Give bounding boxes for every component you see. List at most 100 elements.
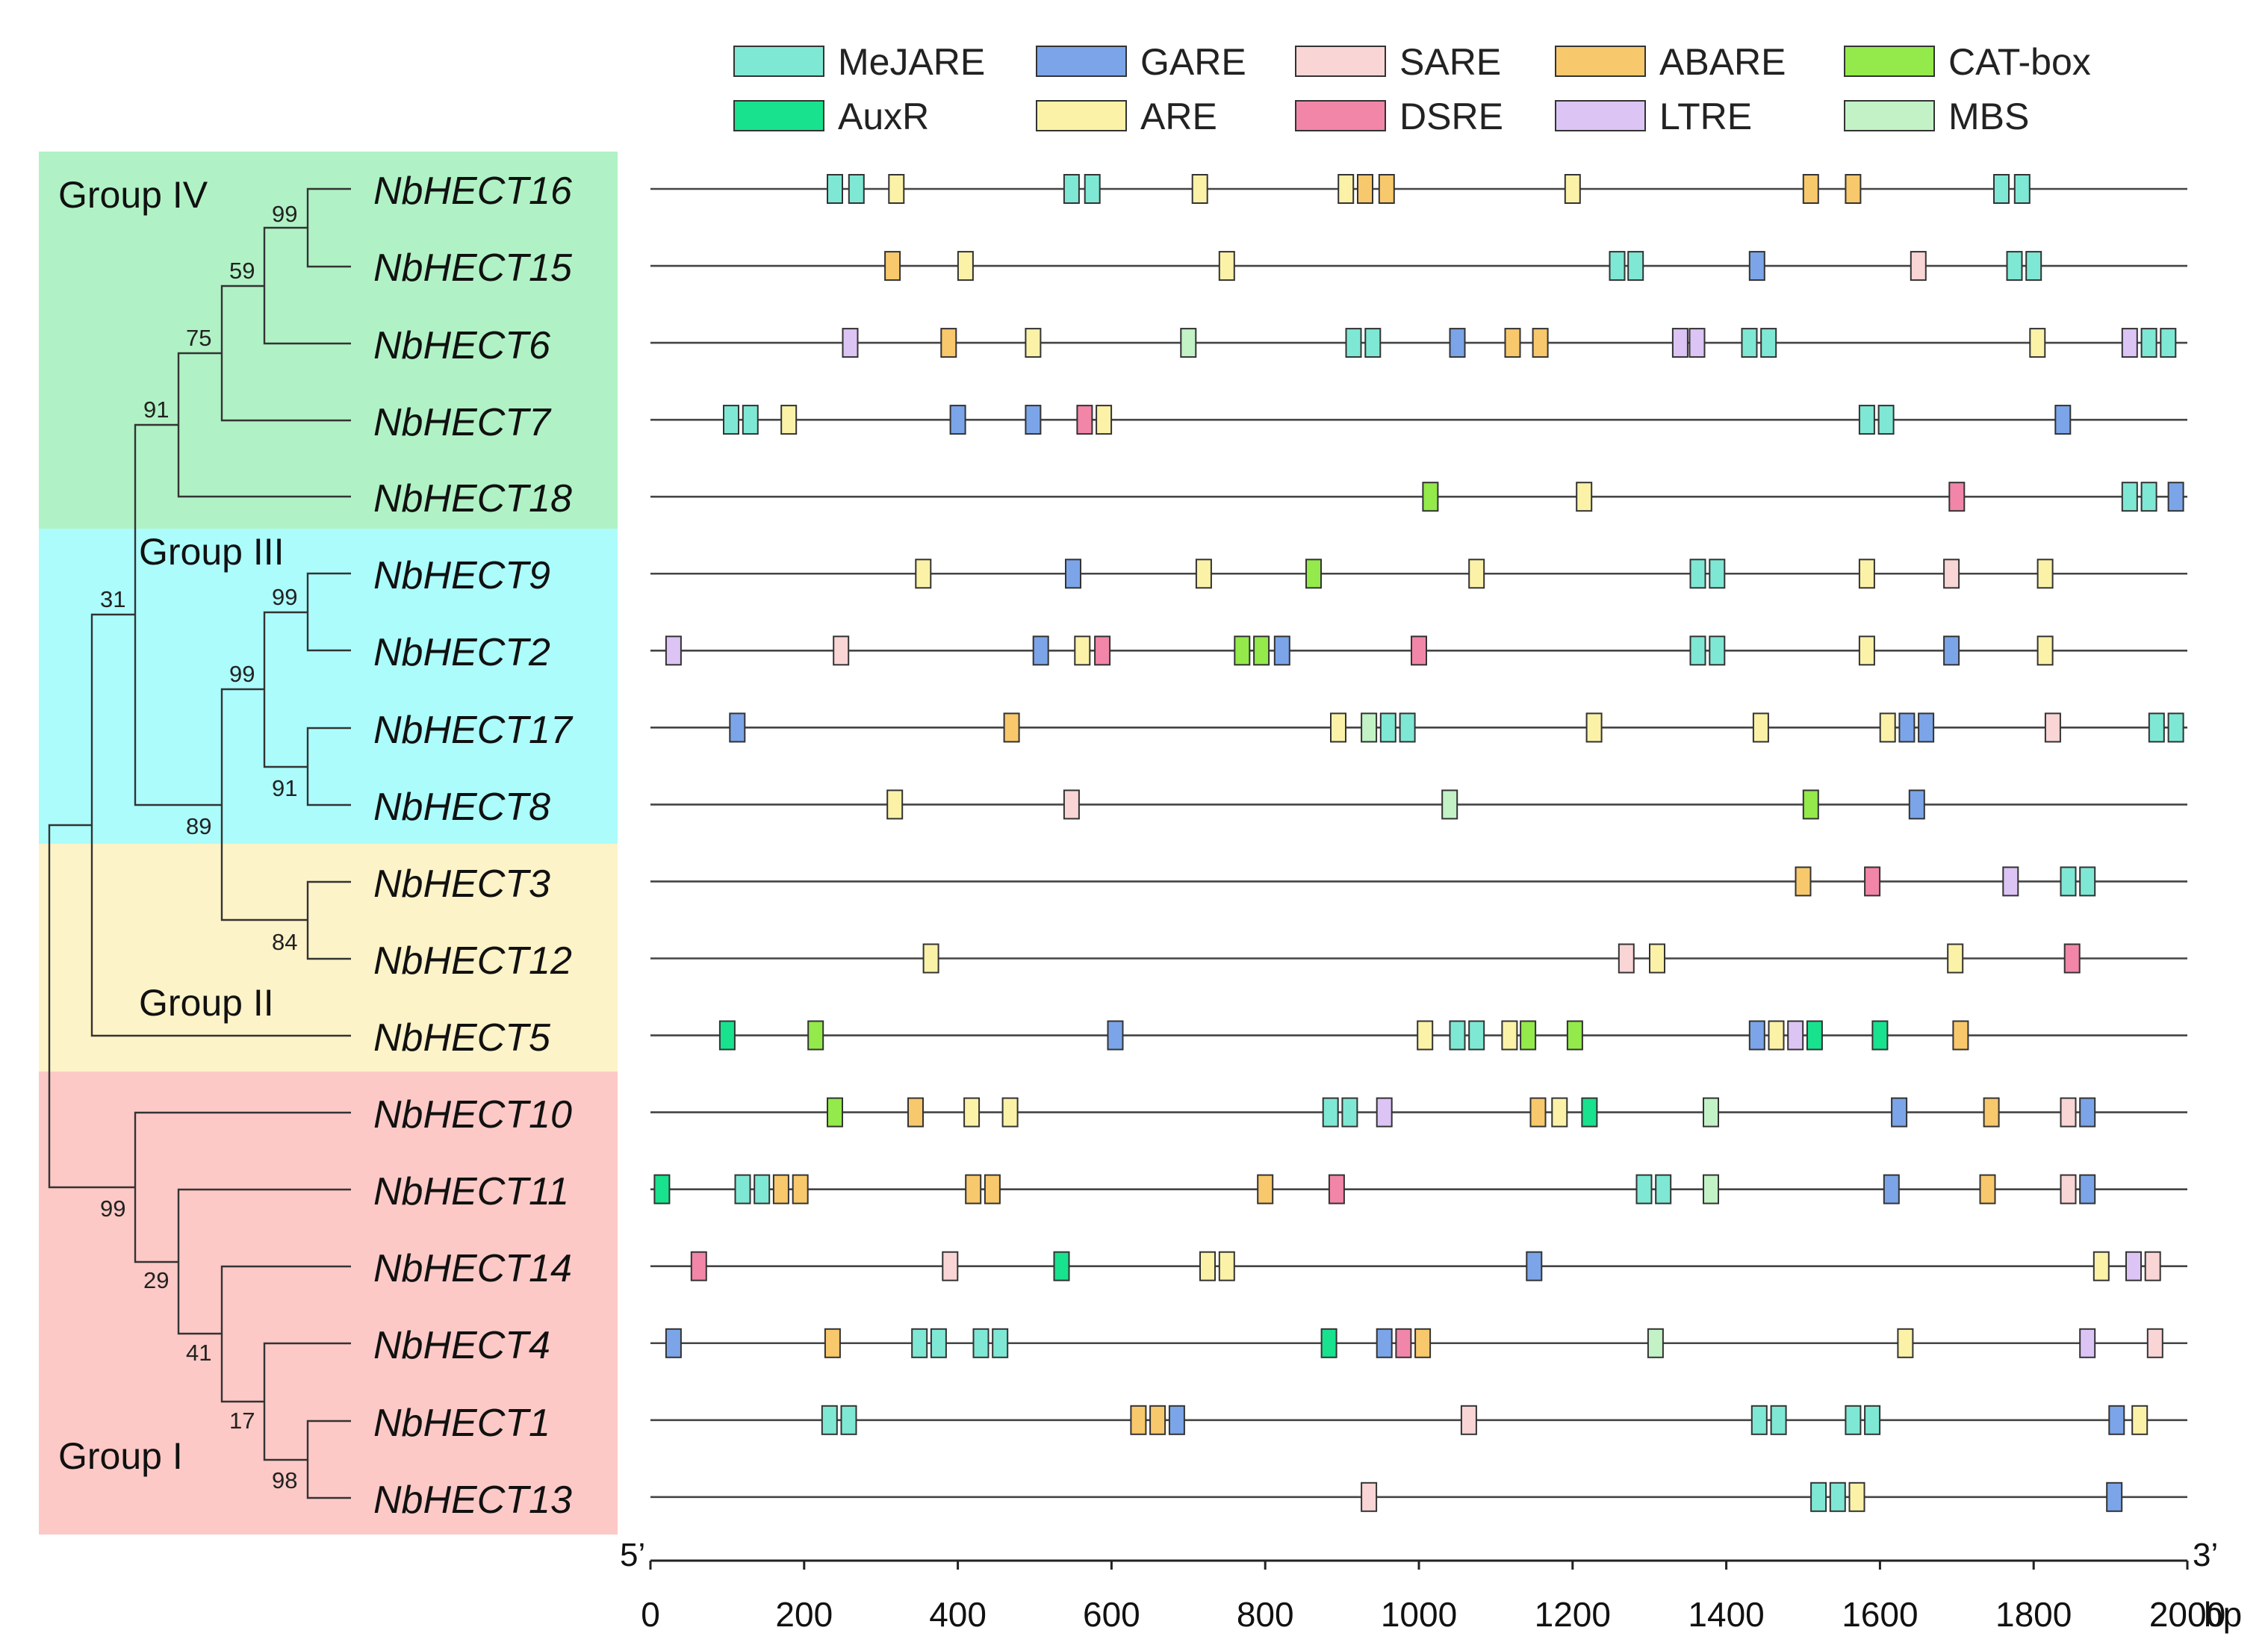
- cis-element-abare: [1257, 1174, 1274, 1204]
- cis-element-catbox: [1234, 635, 1251, 666]
- legend-label-abare: ABARE: [1659, 41, 1786, 83]
- cis-element-gare: [729, 712, 746, 743]
- cis-element-mejare: [1063, 174, 1080, 204]
- legend-swatch-sare: [1295, 46, 1386, 77]
- cis-element-auxr: [1871, 1020, 1889, 1051]
- cis-element-gare: [2108, 1405, 2125, 1435]
- legend-label-catbox: CAT-box: [1948, 41, 2091, 83]
- cis-element-ltre: [1376, 1097, 1393, 1128]
- legend-swatch-auxr: [733, 100, 824, 131]
- cis-element-ltre: [2121, 328, 2138, 358]
- legend-swatch-abare: [1555, 46, 1646, 77]
- cis-element-ltre: [1688, 328, 1706, 358]
- cis-element-abare: [1149, 1405, 1166, 1435]
- cis-element-dsre: [1864, 866, 1881, 897]
- cis-element-mejare: [1468, 1020, 1485, 1051]
- cis-element-gare: [2079, 1174, 2096, 1204]
- cis-element-abare: [965, 1174, 982, 1204]
- cis-element-are: [1768, 1020, 1785, 1051]
- x-axis-tick-label: 1200: [1535, 1595, 1611, 1634]
- cis-element-ltre: [2002, 866, 2019, 897]
- legend-label-mbs: MBS: [1948, 96, 2029, 137]
- group-iii-label: Group III: [139, 531, 285, 573]
- cis-element-are: [888, 174, 905, 204]
- cis-element-mejare: [1635, 1174, 1653, 1204]
- cis-element-mejare: [1364, 328, 1382, 358]
- cis-element-are: [1848, 1481, 1865, 1512]
- cis-element-mejare: [827, 174, 843, 204]
- axis-unit-label: bp: [2204, 1595, 2242, 1634]
- bootstrap-value: 84: [272, 929, 297, 955]
- gene-label: NbHECT14: [373, 1247, 572, 1290]
- legend-label-ltre: LTRE: [1659, 96, 1752, 137]
- cis-element-auxr: [718, 1020, 736, 1051]
- cis-element-gare: [1025, 405, 1042, 435]
- gene-label: NbHECT5: [373, 1016, 551, 1060]
- x-axis: 5’ 3’ bp 0 200 400 600 800 1000 1200 1400 1600 18…: [620, 1537, 2242, 1634]
- gene-label: NbHECT6: [373, 324, 550, 367]
- bootstrap-value: 41: [186, 1340, 211, 1366]
- cis-element-auxr: [1806, 1020, 1823, 1051]
- cis-element-mejare: [1627, 251, 1644, 282]
- cis-element-mejare: [1609, 251, 1626, 282]
- cis-element-gare: [949, 405, 966, 435]
- x-axis-tick-label: 2000: [2149, 1595, 2225, 1634]
- legend-label-auxr: AuxR: [838, 96, 929, 137]
- cis-element-mejare: [2121, 482, 2138, 512]
- gene-label: NbHECT16: [373, 170, 572, 213]
- group-backgrounds: [39, 152, 618, 1535]
- cis-element-mbs: [1703, 1097, 1719, 1128]
- cis-element-abare: [792, 1174, 809, 1204]
- cis-element-catbox: [1802, 789, 1819, 820]
- cis-element-mejare: [1760, 328, 1777, 358]
- cis-element-are: [1585, 712, 1603, 743]
- cis-element-mejare: [1770, 1405, 1787, 1435]
- cis-element-gare: [1898, 712, 1916, 743]
- cis-element-mbs: [1180, 328, 1197, 358]
- cis-element-are: [1074, 635, 1091, 666]
- cis-element-are: [1195, 559, 1212, 589]
- cis-element-mbs: [1361, 712, 1378, 743]
- cis-element-are: [1218, 251, 1235, 282]
- x-axis-tick-label: 1400: [1688, 1595, 1764, 1634]
- bootstrap-value: 91: [272, 775, 297, 801]
- cis-element-abare: [772, 1174, 789, 1204]
- cis-element-mejare: [1322, 1097, 1339, 1128]
- cis-element-mejare: [1689, 559, 1706, 589]
- gene-label: NbHECT11: [373, 1170, 569, 1213]
- cis-element-are: [963, 1097, 981, 1128]
- cis-element-mejare: [930, 1328, 947, 1358]
- cis-element-sare: [2146, 1328, 2163, 1358]
- cis-element-mejare: [1399, 712, 1416, 743]
- cis-element-are: [2029, 328, 2046, 358]
- legend-swatch-mbs: [1844, 100, 1935, 131]
- cis-element-are: [1338, 174, 1355, 204]
- gene-label: NbHECT2: [373, 631, 550, 674]
- cis-element-are: [1468, 559, 1485, 589]
- cis-element-gare: [1883, 1174, 1900, 1204]
- cis-element-are: [780, 405, 798, 435]
- cis-element-mejare: [2060, 866, 2077, 897]
- cis-element-gare: [1449, 328, 1466, 358]
- cis-element-mejare: [1845, 1405, 1862, 1435]
- five-prime-label: 5’: [620, 1537, 645, 1573]
- gene-label: NbHECT10: [373, 1093, 572, 1137]
- cis-element-mejare: [821, 1405, 838, 1435]
- cis-element-abare: [907, 1097, 924, 1128]
- cis-element-are: [1191, 174, 1208, 204]
- cis-element-gare: [665, 1328, 682, 1358]
- cis-element-mejare: [972, 1328, 989, 1358]
- cis-element-sare: [833, 635, 850, 666]
- cis-element-mejare: [1877, 405, 1895, 435]
- cis-element-abare: [1532, 328, 1549, 358]
- cis-element-gare: [1376, 1328, 1393, 1358]
- promoter-rows: [650, 174, 2187, 1512]
- cis-element-gare: [1526, 1251, 1543, 1281]
- legend-swatch-ltre: [1555, 100, 1646, 131]
- cis-element-mejare: [1655, 1174, 1672, 1204]
- bootstrap-value: 98: [272, 1467, 297, 1493]
- cis-element-mejare: [2140, 482, 2157, 512]
- cis-element-mejare: [2148, 712, 2165, 743]
- gene-labels: NbHECT16 NbHECT15 NbHECT6 NbHECT7 NbHECT…: [373, 170, 574, 1522]
- gene-label: NbHECT3: [373, 862, 550, 906]
